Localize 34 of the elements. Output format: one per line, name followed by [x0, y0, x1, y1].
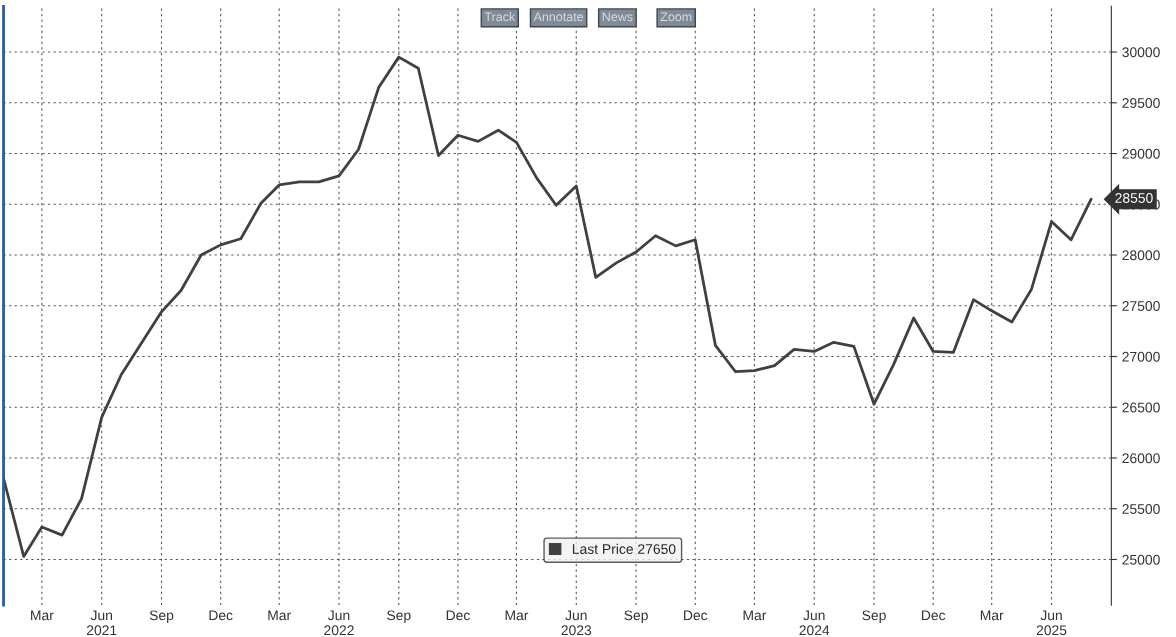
x-tick-label: Mar — [31, 610, 54, 621]
y-tick-label: 28000 — [1122, 250, 1160, 261]
annotation: Track — [484, 12, 516, 22]
x-tick-label: Mar — [505, 610, 529, 621]
annotation: Zoom — [660, 12, 692, 22]
x-tick-label: Jun 2024 — [799, 610, 830, 636]
y-tick-label: 30000 — [1122, 47, 1160, 58]
x-tick-label: Dec — [209, 610, 233, 621]
x-tick-label: Sep — [624, 610, 648, 623]
x-tick-label: Dec — [446, 610, 470, 621]
x-tick-label: Jun 2021 — [86, 610, 117, 636]
y-tick-label: 25000 — [1122, 554, 1160, 565]
annotation: Annotate — [533, 12, 584, 22]
y-tick-label: 29500 — [1122, 98, 1160, 108]
x-tick-label: Dec — [684, 610, 708, 621]
x-tick-label: Sep — [387, 610, 411, 623]
x-tick-label: Mar — [268, 610, 291, 621]
x-tick-label: Sep — [862, 610, 886, 623]
y-tick-label: 25500 — [1122, 504, 1160, 514]
x-tick-label: Mar — [743, 610, 767, 621]
y-tick-label: 26500 — [1122, 402, 1160, 413]
annotation: News — [602, 12, 633, 22]
y-tick-label: 27500 — [1122, 301, 1160, 311]
x-tick-label: Jun 2022 — [324, 610, 354, 636]
y-tick-label: 27000 — [1122, 351, 1160, 362]
x-tick-label: Jun 2025 — [1036, 610, 1067, 636]
x-tick-label: Jun 2023 — [561, 610, 592, 636]
line-series — [3, 55, 1093, 558]
x-tick-label: Dec — [921, 610, 946, 621]
x-tick-label: Sep — [149, 610, 174, 623]
legend-label: Last Price 27650 — [572, 543, 676, 554]
x-tick-label: Mar — [980, 610, 1004, 621]
y-tick-label: 29000 — [1122, 148, 1160, 159]
y-tick-label: 26000 — [1122, 453, 1160, 464]
